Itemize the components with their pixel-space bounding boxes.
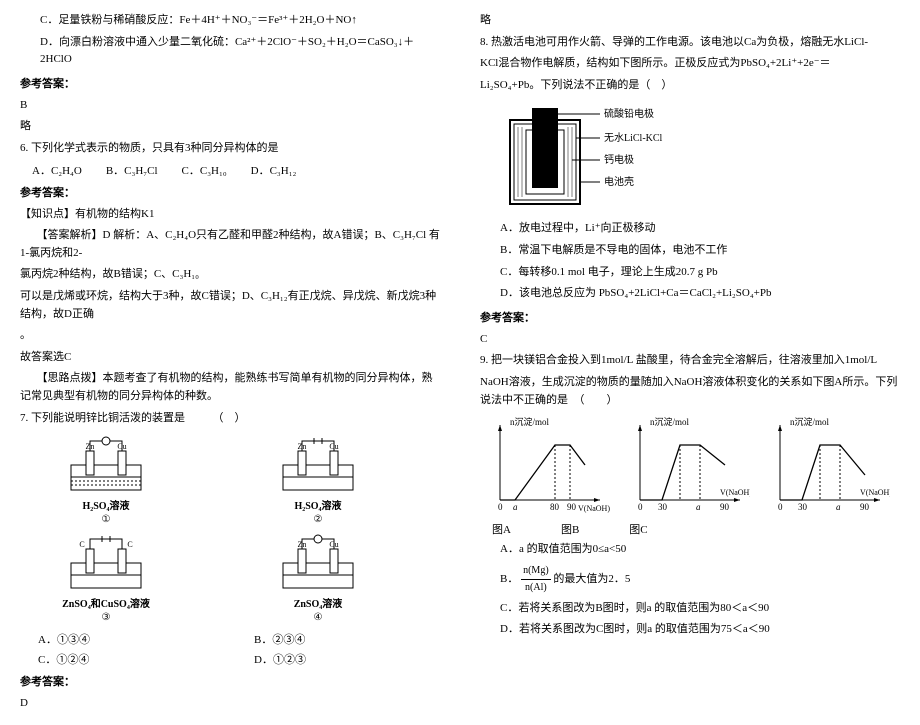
q6-exp2: 氯丙烷2种结构，故B错误；C、C₃H₁₀ (20, 266, 440, 284)
q7-opt-b: B．②③④ (254, 631, 440, 647)
svg-text:30: 30 (798, 502, 808, 512)
q8-opt-c: C．每转移0.1 mol 电子，理论上生成20.7 g Pb (480, 264, 900, 282)
svg-text:n沉淀/mol: n沉淀/mol (650, 416, 690, 427)
fig-b-label: 图B (561, 521, 579, 537)
q6-exp1: 【答案解析】D 解析：A、C₂H₄O只有乙醛和甲醛2种结构，故A错误；B、C₃H… (20, 227, 440, 262)
bat-label-1: 硫酸铅电极 (604, 107, 654, 120)
q7-opt-d: D．①②③ (254, 651, 440, 667)
answer-label: 参考答案： (20, 75, 440, 91)
svg-text:n沉淀/mol: n沉淀/mol (790, 416, 830, 427)
q6-knowledge: 【知识点】有机物的结构K1 (20, 206, 440, 224)
bat-label-4: 电池壳 (604, 175, 634, 188)
q9-line1: 9. 把一块镁铝合金投入到1mol/L 盐酸里，待合金完全溶解后，往溶液里加入1… (480, 352, 900, 370)
q6-exp3: 可以是戊烯或环烷，结构大于3种，故C错误；D、C₃H₁₂有正戊烷、异戊烷、新戊烷… (20, 288, 440, 323)
q6-opt-c: C．C₃H₁₀ (182, 162, 227, 178)
svg-text:Cu: Cu (117, 442, 126, 451)
chart-c: n沉淀/mol 0 30 a 90 V(NaOH) (760, 415, 890, 515)
battery-diagram: 硫酸铅电极 无水LiCl-KCl 钙电极 电池壳 (500, 102, 900, 212)
q7-opt-a: A．①③④ (38, 631, 224, 647)
q6-opt-d: D．C₃H₁₂ (251, 162, 297, 178)
dev1-num: ① (36, 514, 176, 525)
svg-text:a: a (513, 502, 518, 512)
fig-c-label: 图C (629, 521, 647, 537)
q7-answer: D (20, 695, 440, 713)
q5-note: 略 (20, 118, 440, 136)
q6-think: 【思路点拨】本题考查了有机物的结构，能熟练书写简单有机物的同分异构体，熟记常见典… (20, 370, 440, 405)
svg-text:n沉淀/mol: n沉淀/mol (510, 416, 550, 427)
chart-row: n沉淀/mol 0 a 80 90 V(NaOH) n沉淀/mol 0 30 a (480, 415, 900, 515)
q8-line3: Li₂SO₄+Pb。下列说法不正确的是（ ） (480, 77, 900, 95)
fig-a-label: 图A (492, 521, 511, 537)
svg-text:80: 80 (550, 502, 560, 512)
q8-line1: 8. 热激活电池可用作火箭、导弹的工作电源。该电池以Ca为负极，熔融无水LiCl… (480, 34, 900, 52)
bat-label-2: 无水LiCl-KCl (604, 132, 663, 144)
q8-opt-b: B．常温下电解质是不导电的固体，电池不工作 (480, 242, 900, 260)
q6-opt-b: B．C₃H₇Cl (106, 162, 158, 178)
answer-label-4: 参考答案： (480, 309, 900, 325)
chart-a: n沉淀/mol 0 a 80 90 V(NaOH) (480, 415, 610, 515)
svg-text:a: a (836, 502, 841, 512)
svg-text:90: 90 (860, 502, 870, 512)
q5-option-c: C．足量铁粉与稀硝酸反应：Fe＋4H⁺＋NO₃⁻＝Fe³⁺＋2H₂O＋NO↑ (20, 12, 440, 30)
q8-line2: KCl混合物作电解质，结构如下图所示。正极反应式为PbSO₄+2Li⁺+2e⁻＝ (480, 55, 900, 73)
svg-text:0: 0 (778, 502, 783, 512)
device-1: Zn Cu H₂SO₄溶液 ① (36, 435, 176, 525)
svg-text:V(NaOH): V(NaOH) (860, 488, 890, 497)
svg-text:V(NaOH): V(NaOH) (578, 504, 610, 513)
q9-opt-d: D．若将关系图改为C图时，则a 的取值范围为75＜a＜90 (480, 621, 900, 639)
svg-text:30: 30 (658, 502, 668, 512)
dev2-label: H₂SO₄溶液 (294, 501, 341, 512)
q5-answer: B (20, 97, 440, 115)
q6-exp5: 故答案选C (20, 349, 440, 367)
svg-text:C: C (127, 540, 132, 549)
q8-opt-d: D．该电池总反应为 PbSO₄+2LiCl+Ca＝CaCl₂+Li₂SO₄+Pb (480, 285, 900, 303)
device-3: C C ZnSO₄和CuSO₄溶液 ③ (36, 533, 176, 623)
device-4: Zn Cu ZnSO₄溶液 ④ (248, 533, 388, 623)
q6-stem: 6. 下列化学式表示的物质，只具有3种同分异构体的是 (20, 140, 440, 158)
dev3-label: ZnSO₄和CuSO₄溶液 (62, 599, 150, 610)
right-top: 略 (480, 12, 900, 30)
svg-text:Zn: Zn (298, 540, 307, 549)
dev4-num: ④ (248, 612, 388, 623)
device-2: Zn Cu H₂SO₄溶液 ② (248, 435, 388, 525)
svg-text:Zn: Zn (86, 442, 95, 451)
svg-text:90: 90 (567, 502, 577, 512)
svg-text:Cu: Cu (329, 442, 338, 451)
dev1-label: H₂SO₄溶液 (82, 501, 129, 512)
svg-text:0: 0 (638, 502, 643, 512)
bat-label-3: 钙电极 (604, 153, 634, 166)
chart-b: n沉淀/mol 0 30 a 90 V(NaOH) (620, 415, 750, 515)
svg-text:a: a (696, 502, 701, 512)
dev3-num: ③ (36, 612, 176, 623)
q7-stem: 7. 下列能说明锌比铜活泼的装置是 （ ） (20, 410, 440, 428)
q8-answer: C (480, 331, 900, 349)
q9-line2: NaOH溶液，生成沉淀的物质的量随加入NaOH溶液体积变化的关系如下图A所示。下… (480, 374, 900, 409)
svg-text:C: C (79, 540, 84, 549)
answer-label-2: 参考答案： (20, 184, 440, 200)
q9-opt-b: B． n(Mg)n(Al) 的最大值为2．5 (480, 563, 900, 596)
dev2-num: ② (248, 514, 388, 525)
q9-opt-c: C．若将关系图改为B图时，则a 的取值范围为80＜a＜90 (480, 600, 900, 618)
svg-text:0: 0 (498, 502, 503, 512)
q6-exp4: 。 (20, 327, 440, 345)
q7-opt-c: C．①②④ (38, 651, 224, 667)
svg-text:V(NaOH): V(NaOH) (720, 488, 750, 497)
svg-text:90: 90 (720, 502, 730, 512)
svg-text:Cu: Cu (329, 540, 338, 549)
q5-option-d: D．向漂白粉溶液中通入少量二氧化硫：Ca²⁺＋2ClO⁻＋SO₂＋H₂O＝CaS… (20, 34, 440, 69)
dev4-label: ZnSO₄溶液 (294, 599, 343, 610)
q8-opt-a: A．放电过程中，Li⁺向正极移动 (480, 220, 900, 238)
q9-opt-a: A．a 的取值范围为0≤a<50 (480, 541, 900, 559)
answer-label-3: 参考答案： (20, 673, 440, 689)
svg-text:Zn: Zn (298, 442, 307, 451)
device-grid: Zn Cu H₂SO₄溶液 ① Zn Cu (36, 435, 440, 623)
q6-opt-a: A．C₂H₄O (32, 162, 82, 178)
